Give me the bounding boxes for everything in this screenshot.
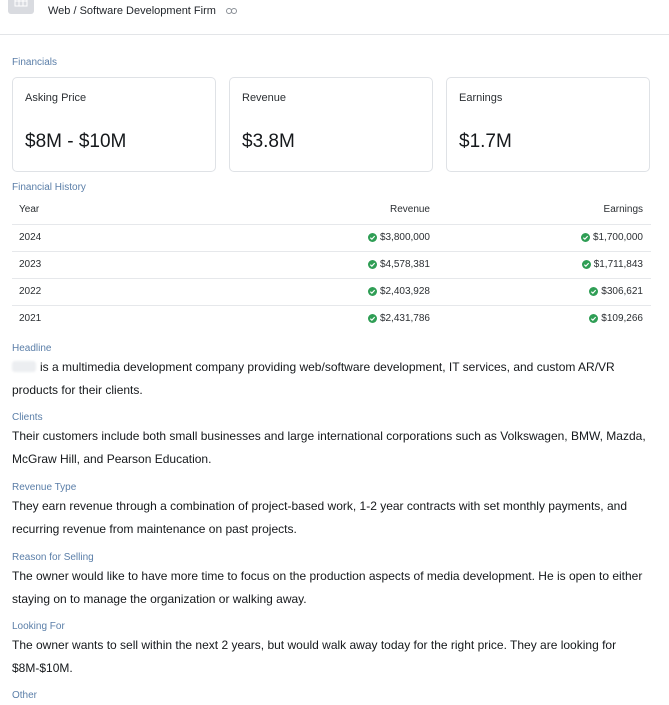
financial-history-label: Financial History xyxy=(12,182,86,193)
card-label: Revenue xyxy=(242,92,287,104)
verified-check-icon xyxy=(589,314,599,323)
revenue-cell: $2,431,786 xyxy=(367,313,430,324)
column-header-earnings: Earnings xyxy=(603,204,643,215)
revenue-cell: $4,578,381 xyxy=(367,259,430,270)
verified-check-icon xyxy=(581,260,591,269)
detail-label: Headline xyxy=(12,343,52,354)
verified-check-icon xyxy=(367,314,377,323)
earnings-cell: $1,711,843 xyxy=(581,259,643,270)
verified-check-icon xyxy=(367,233,377,242)
revenue-value: $3,800,000 xyxy=(379,232,430,243)
verified-check-icon xyxy=(589,287,599,296)
verified-check-icon xyxy=(367,287,377,296)
listing-header: Web / Software Development Firm xyxy=(0,0,669,35)
earnings-cell: $109,266 xyxy=(589,313,643,324)
earnings-value: $1,700,000 xyxy=(592,232,643,243)
earnings-value: $1,711,843 xyxy=(593,259,643,270)
detail-text-body: is a multimedia development company prov… xyxy=(12,360,615,397)
card-value: $1.7M xyxy=(459,131,512,152)
year-cell: 2021 xyxy=(19,313,42,324)
column-header-year: Year xyxy=(19,204,40,215)
detail-label: Other xyxy=(12,690,38,701)
table-row: 2024 $3,800,000 $1,700,000 xyxy=(12,224,651,251)
table-row: 2022 $2,403,928 $306,621 xyxy=(12,278,651,305)
earnings-card: Earnings $1.7M xyxy=(446,77,650,172)
earnings-value: $306,621 xyxy=(601,286,643,297)
link-icon[interactable] xyxy=(226,7,237,15)
detail-text: The owner wants to sell within the next … xyxy=(12,638,617,675)
detail-text: Their customers include both small busin… xyxy=(12,429,646,466)
column-header-revenue: Revenue xyxy=(389,204,430,215)
earnings-cell: $306,621 xyxy=(589,286,643,297)
detail-label: Clients xyxy=(12,412,43,423)
year-cell: 2023 xyxy=(19,259,42,270)
card-label: Asking Price xyxy=(25,92,87,104)
revenue-card: Revenue $3.8M xyxy=(229,77,433,172)
detail-label: Revenue Type xyxy=(12,482,77,493)
table-row: 2023 $4,578,381 $1,711,843 xyxy=(12,251,651,278)
verified-check-icon xyxy=(580,233,590,242)
revenue-cell: $2,403,928 xyxy=(367,286,430,297)
asking-price-card: Asking Price $8M - $10M xyxy=(12,77,216,172)
earnings-cell: $1,700,000 xyxy=(580,232,643,243)
listing-title: Web / Software Development Firm xyxy=(48,5,216,17)
listing-thumbnail xyxy=(8,0,34,14)
detail-text: They earn revenue through a combination … xyxy=(12,499,627,536)
detail-label: Looking For xyxy=(12,621,65,632)
detail-text: The owner would like to have more time t… xyxy=(12,569,643,606)
building-icon xyxy=(14,0,28,7)
revenue-cell: $3,800,000 xyxy=(367,232,430,243)
table-row: 2021 $2,431,786 $109,266 xyxy=(12,305,651,332)
detail-text: is a multimedia development company prov… xyxy=(12,356,657,402)
detail-label: Reason for Selling xyxy=(12,552,94,563)
financials-label: Financials xyxy=(12,57,58,68)
revenue-value: $4,578,381 xyxy=(379,259,430,270)
year-cell: 2024 xyxy=(19,232,42,243)
card-label: Earnings xyxy=(459,92,503,104)
year-cell: 2022 xyxy=(19,286,42,297)
card-value: $3.8M xyxy=(242,131,295,152)
revenue-value: $2,431,786 xyxy=(379,313,430,324)
verified-check-icon xyxy=(367,260,377,269)
card-value: $8M - $10M xyxy=(25,131,127,152)
revenue-value: $2,403,928 xyxy=(379,286,430,297)
redacted-company-name xyxy=(12,361,36,372)
earnings-value: $109,266 xyxy=(601,313,643,324)
